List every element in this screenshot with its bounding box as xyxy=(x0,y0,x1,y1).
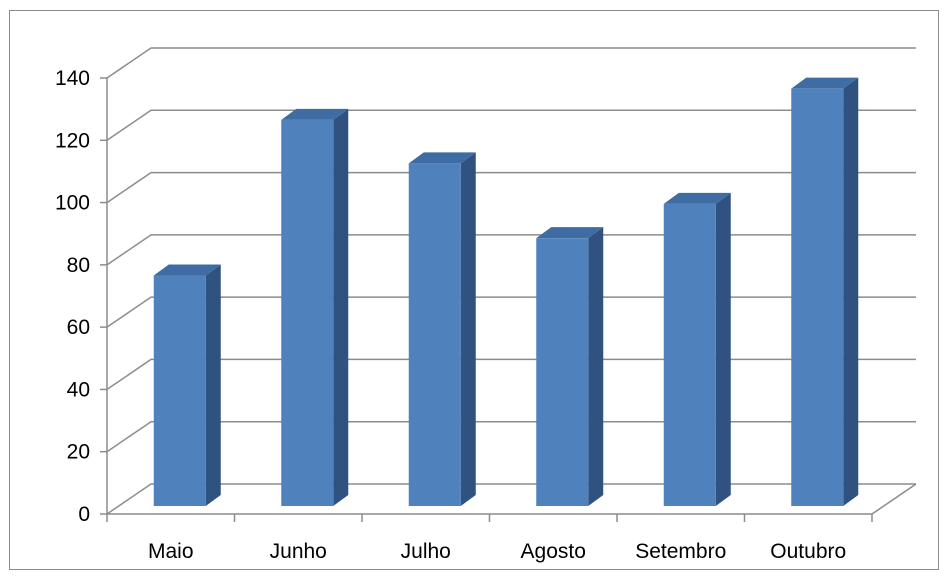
x-tick-label: Setembro xyxy=(635,540,726,563)
bar-junho xyxy=(281,108,349,506)
y-tick-label: 60 xyxy=(67,316,90,339)
bar-front xyxy=(408,163,461,506)
bar-front xyxy=(663,203,716,506)
y-tick-label: 120 xyxy=(55,129,90,152)
y-tick-label: 0 xyxy=(78,503,90,526)
x-tick-label: Outubro xyxy=(770,540,846,563)
bar-side xyxy=(715,192,731,506)
bar-front xyxy=(153,275,206,506)
gridline-20 xyxy=(106,420,916,453)
bar-front xyxy=(536,238,589,506)
x-tick-label: Julho xyxy=(401,540,451,563)
y-tick-label: 140 xyxy=(55,67,90,90)
bar-julho xyxy=(408,152,476,506)
gridline-60 xyxy=(106,296,916,328)
bar-top xyxy=(153,264,221,276)
y-tick-label: 100 xyxy=(55,192,90,215)
x-tick-label: Junho xyxy=(270,540,327,563)
bar-side xyxy=(843,77,859,506)
bar-side xyxy=(588,227,604,506)
y-tick-label: 20 xyxy=(67,441,90,464)
bar-side xyxy=(205,264,221,506)
y-tick-label: 40 xyxy=(67,378,90,401)
bar-top xyxy=(663,192,731,204)
x-tick-label: Agosto xyxy=(521,540,586,563)
bar-top xyxy=(791,77,859,89)
gridline-0 xyxy=(106,483,916,515)
x-tick-label: Maio xyxy=(148,540,194,563)
y-tick-label: 80 xyxy=(67,254,90,277)
bar-top xyxy=(408,152,476,164)
bar-front xyxy=(791,88,844,506)
bar-maio xyxy=(153,264,221,506)
bar-outubro xyxy=(791,77,859,506)
bar-top xyxy=(281,108,349,120)
gridline-80 xyxy=(106,234,916,266)
gridline-140 xyxy=(106,47,916,79)
bar-side xyxy=(333,108,349,506)
bar-agosto xyxy=(536,227,604,506)
gridline-120 xyxy=(106,109,916,141)
bar-setembro xyxy=(663,192,731,506)
bar-side xyxy=(460,152,476,506)
bar-front xyxy=(281,119,334,506)
floor-right-edge xyxy=(871,483,917,515)
chart-frame xyxy=(9,10,939,570)
gridline-40 xyxy=(106,358,916,391)
gridline-100 xyxy=(106,171,916,204)
bar-top xyxy=(536,227,604,239)
